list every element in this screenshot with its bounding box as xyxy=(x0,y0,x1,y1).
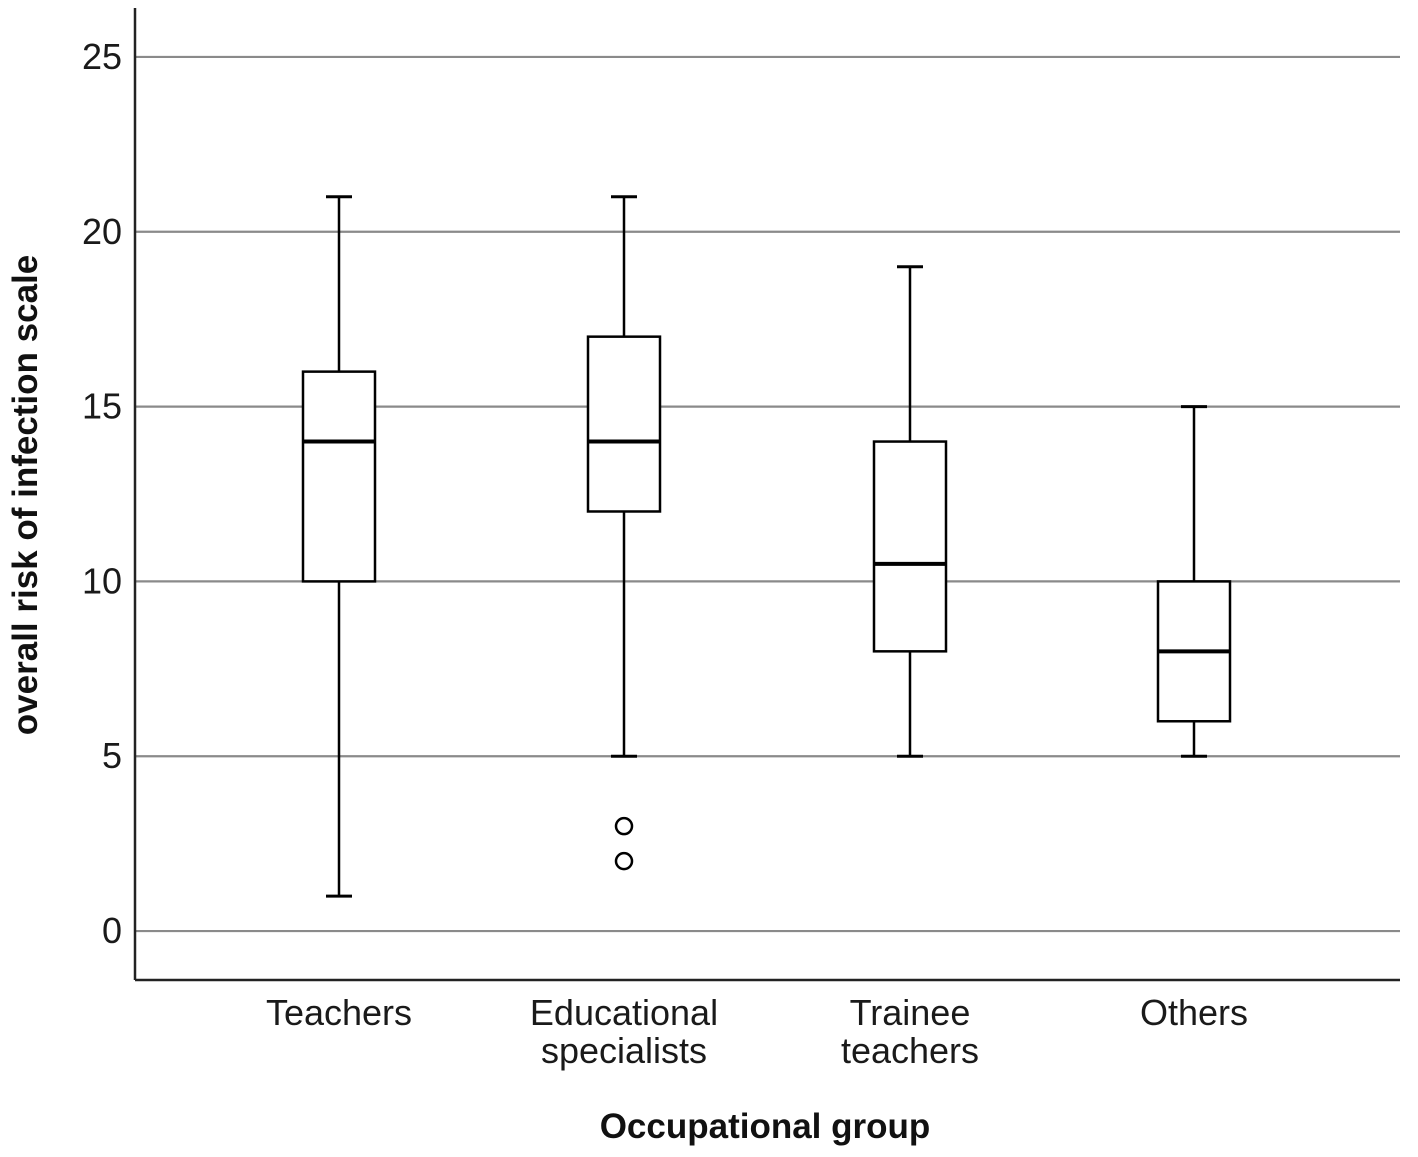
outlier-point xyxy=(614,851,634,871)
x-category-label-line: Teachers xyxy=(266,992,412,1033)
y-tick-label: 0 xyxy=(102,910,122,951)
iqr-box xyxy=(301,370,377,583)
y-tick-label: 20 xyxy=(82,211,122,252)
y-tick-label: 10 xyxy=(82,560,122,601)
x-axis-title: Occupational group xyxy=(600,1107,931,1146)
x-category-labels: Teachers Educational specialists Trainee tea… xyxy=(266,992,1248,1071)
x-category-label-line: Others xyxy=(1140,992,1248,1033)
x-category-label-line: Trainee xyxy=(850,992,971,1033)
y-axis-title: overall risk of infection scale xyxy=(6,255,45,735)
outlier-point xyxy=(614,816,634,836)
iqr-box xyxy=(586,335,662,513)
axes xyxy=(133,8,1400,982)
y-tick-labels: 0 5 10 15 20 25 xyxy=(82,36,122,951)
box-group xyxy=(301,195,377,898)
x-category-label: Trainee teachers xyxy=(841,992,979,1071)
x-category-label-line: teachers xyxy=(841,1030,979,1071)
box-group xyxy=(586,195,662,871)
x-category-label-line: specialists xyxy=(541,1030,707,1071)
x-category-label: Others xyxy=(1140,992,1248,1033)
iqr-box xyxy=(872,440,948,653)
y-tick-label: 25 xyxy=(82,36,122,77)
x-category-label-line: Educational xyxy=(530,992,718,1033)
box-group xyxy=(872,265,948,758)
y-tick-label: 15 xyxy=(82,386,122,427)
x-category-label: Teachers xyxy=(266,992,412,1033)
y-tick-label: 5 xyxy=(102,735,122,776)
boxes xyxy=(301,195,1232,898)
x-category-label: Educational specialists xyxy=(530,992,718,1071)
box-group xyxy=(1156,405,1232,758)
